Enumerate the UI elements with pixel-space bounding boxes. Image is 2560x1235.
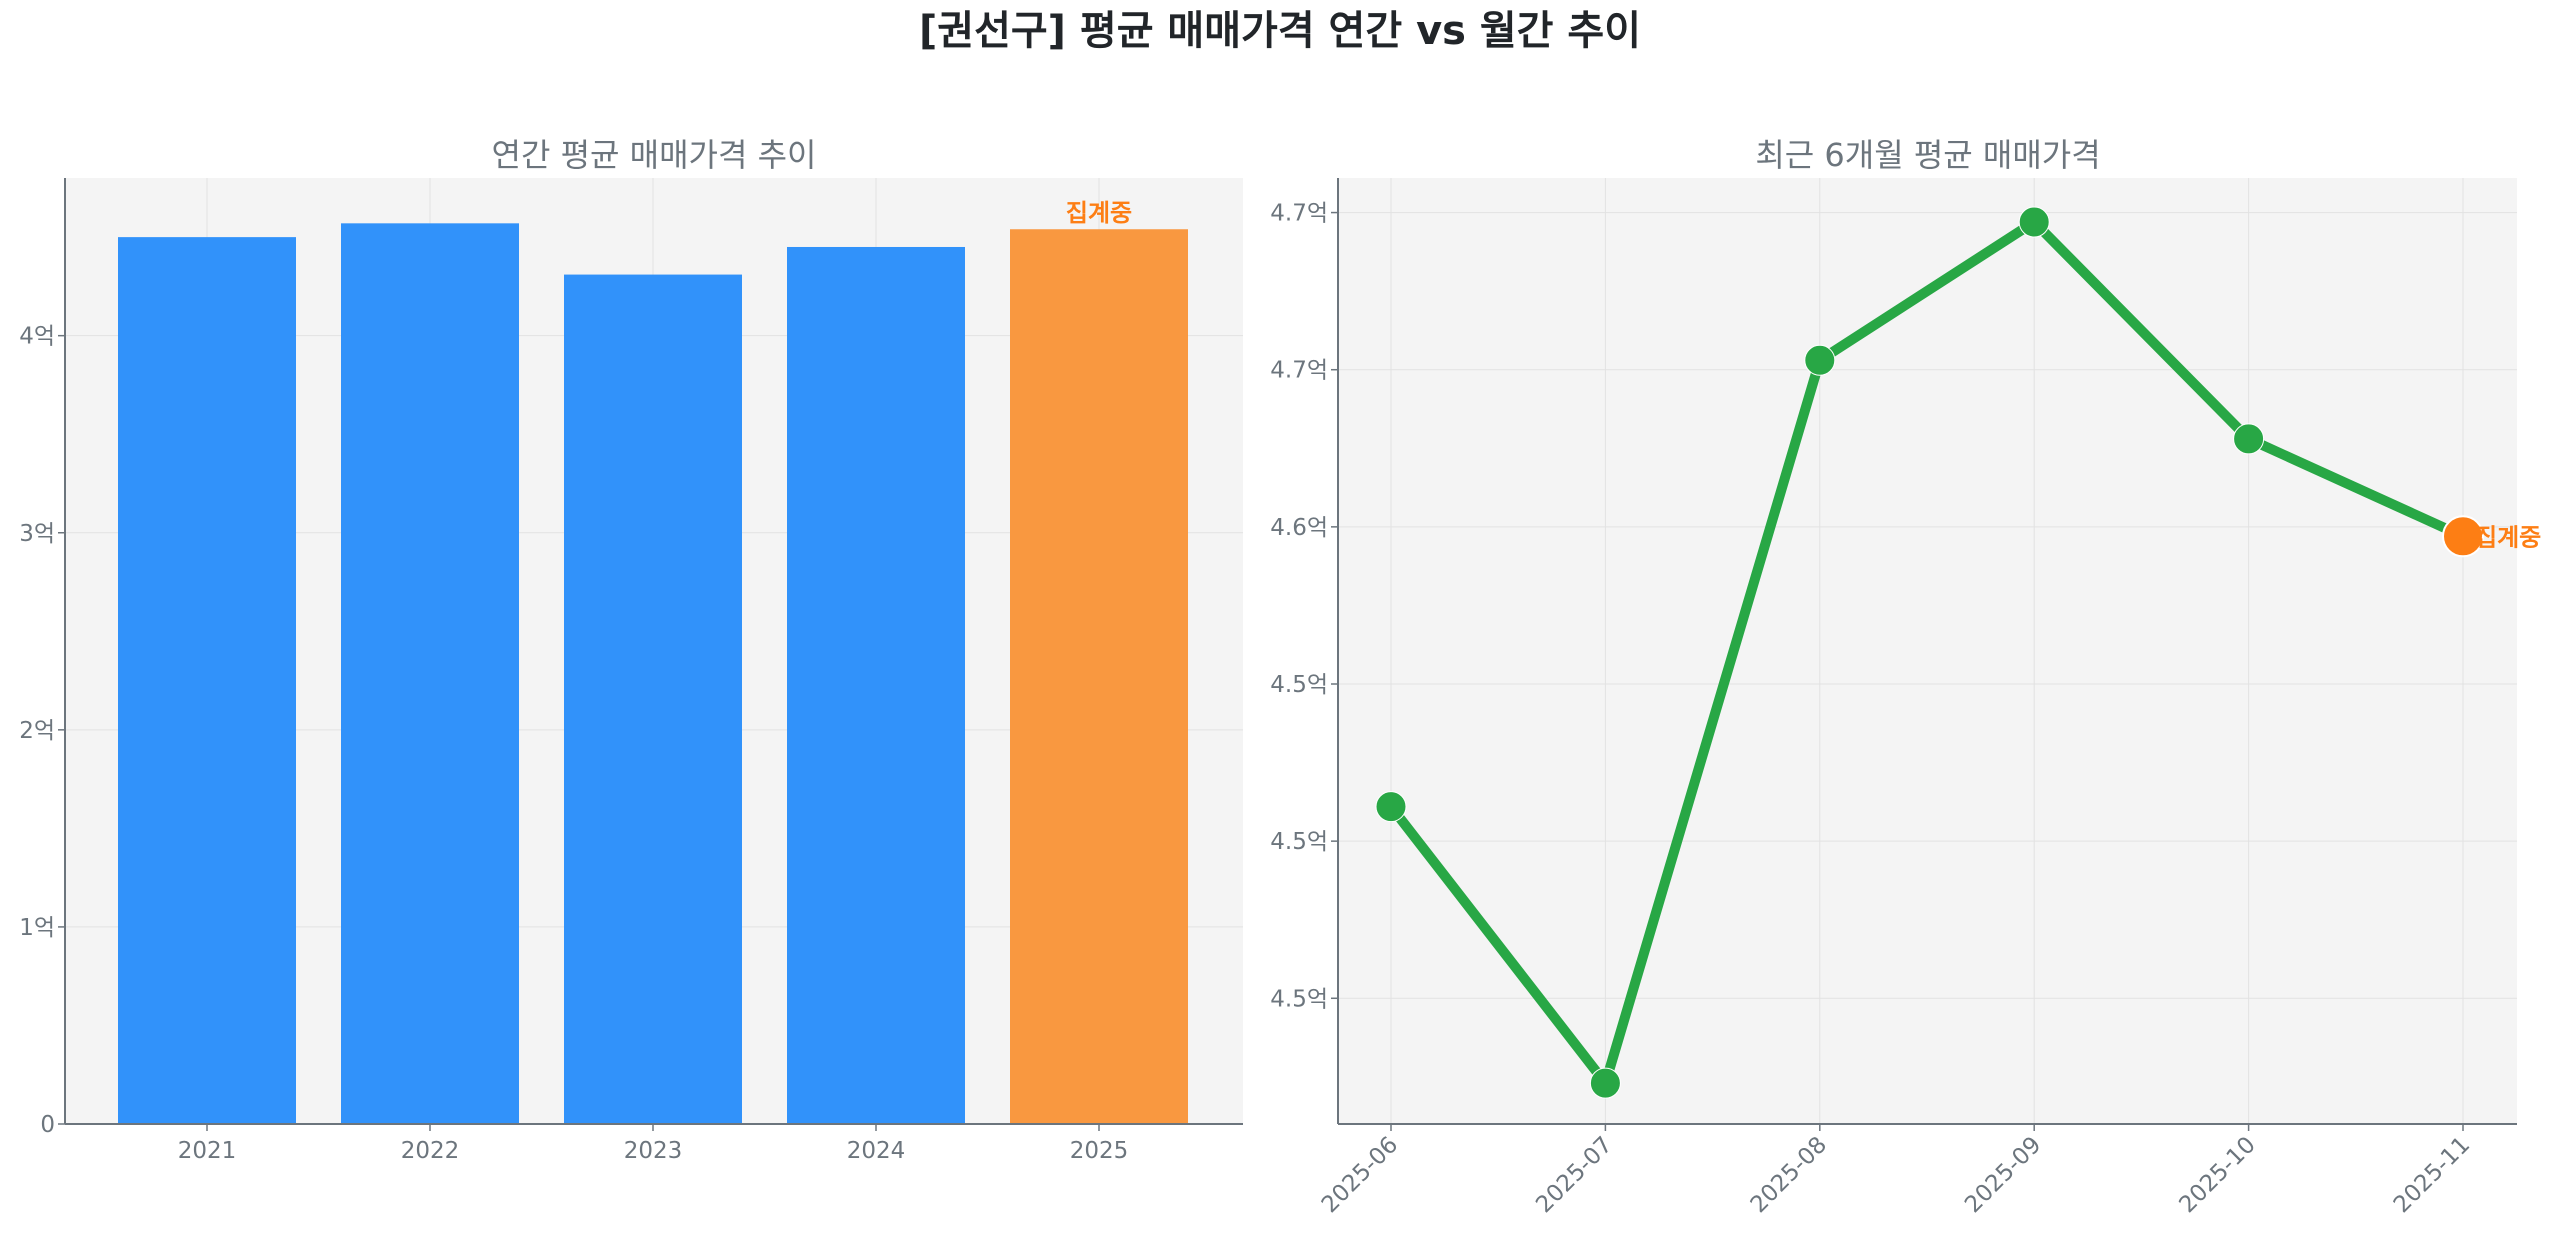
bar-2024 [787,246,965,1124]
y-tick-label: 4.5억 [1270,672,1328,698]
monthly-chart-title: 최근 6개월 평균 매매가격 [1755,136,2100,174]
y-tick-label: 2억 [19,718,55,744]
annual-chart-title: 연간 평균 매매가격 추이 [492,136,817,174]
bar-2023 [564,274,742,1125]
y-tick-label: 4.6억 [1270,515,1328,541]
price-line [1387,217,2466,1089]
x-tick-label: 2025-06 [1317,1132,1403,1218]
bar-2022 [341,223,519,1124]
y-tick-label: 4.7억 [1270,201,1328,227]
data-point-2025-06 [1375,791,1407,823]
y-tick-label: 1억 [19,915,55,941]
x-tick-label: 2022 [401,1138,460,1164]
bar-2021 [118,237,296,1124]
x-tick-label: 2025-11 [2389,1132,2475,1218]
monthly-line-chart: 최근 6개월 평균 매매가격 4.7억 4.7억 4.6억 4.5억 4.5억 4.5억 2… [1270,136,2541,1218]
x-tick-label: 2025-10 [2174,1132,2260,1218]
data-point-2025-08 [1804,344,1836,376]
y-tick-label: 4억 [19,324,55,350]
bar-2025 [1010,229,1188,1124]
annual-bar-chart: 연간 평균 매매가격 추이 0 1억 2억 3억 4억 2021 2022 2023 2024 2… [19,136,1243,1164]
x-tick-label: 2025 [1070,1138,1129,1164]
figure-title: [권선구] 평균 매매가격 연간 vs 월간 추이 [919,8,1641,54]
data-point-2025-10 [2233,423,2265,455]
x-tick-label: 2025-08 [1746,1132,1832,1218]
x-tick-label: 2025-07 [1531,1132,1617,1218]
partial-year-annotation: 집계중 [1066,199,1132,227]
x-tick-label: 2023 [624,1138,683,1164]
data-point-2025-07 [1589,1067,1621,1099]
plot-area [1338,178,2517,1124]
y-tick-label: 4.5억 [1270,986,1328,1012]
x-tick-label: 2025-09 [1960,1132,2046,1218]
y-tick-label: 0 [40,1112,55,1138]
x-tick-label: 2024 [847,1138,906,1164]
x-tick-label: 2021 [178,1138,237,1164]
partial-month-marker [2442,515,2484,558]
data-point-2025-09 [2018,206,2050,238]
y-tick-label: 3억 [19,521,55,547]
y-tick-label: 4.7억 [1270,358,1328,384]
partial-month-annotation: 집계중 [2475,523,2541,551]
y-tick-label: 4.5억 [1270,829,1328,855]
